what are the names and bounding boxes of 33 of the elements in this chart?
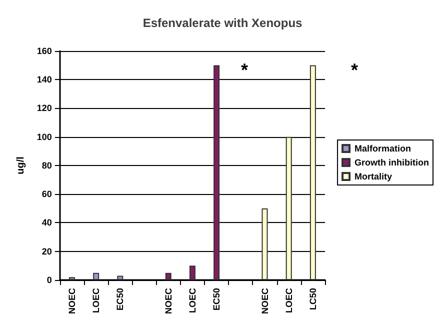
- y-tick-label: 80: [42, 160, 52, 170]
- legend-label: Malformation: [354, 144, 412, 154]
- bar: [165, 272, 172, 280]
- text: *: [351, 60, 358, 80]
- x-tick-label: NOEC: [163, 288, 174, 314]
- x-tick-label: NOEC: [260, 288, 270, 314]
- y-tick-label: 120: [36, 103, 52, 114]
- x-tick-label: LOEC: [284, 288, 294, 314]
- bar: [93, 272, 100, 280]
- x-tick-label: EC50: [212, 288, 222, 311]
- x-tick-label: LC50: [308, 288, 318, 310]
- y-tick-label: 0: [46, 275, 52, 285]
- bar: [189, 266, 196, 280]
- y-tick-label: 40: [42, 218, 52, 228]
- bar: [214, 65, 220, 280]
- y-tick-label: 100: [36, 132, 52, 142]
- bar: [286, 136, 292, 280]
- bar: [262, 208, 268, 280]
- x-tick-label: LOEC: [91, 288, 102, 314]
- x-tick-label: NOEC: [66, 288, 77, 314]
- x-tick-label: EC50: [115, 288, 126, 311]
- annotation: *: [241, 60, 248, 80]
- y-tick-label: 160: [36, 46, 52, 56]
- x-tick-label: LOEC: [187, 288, 198, 314]
- y-axis-title: ug/l: [16, 156, 26, 174]
- legend-label: Growth inhibition: [354, 158, 429, 168]
- y-tick-label: 60: [42, 189, 52, 200]
- legend-label: Mortality: [354, 172, 392, 182]
- bar: [310, 65, 316, 280]
- bar: [117, 276, 124, 280]
- chart-title: Esfenvalerate with Xenopus: [142, 16, 303, 30]
- y-tick-label: 140: [36, 74, 52, 85]
- y-tick-label: 20: [42, 246, 52, 256]
